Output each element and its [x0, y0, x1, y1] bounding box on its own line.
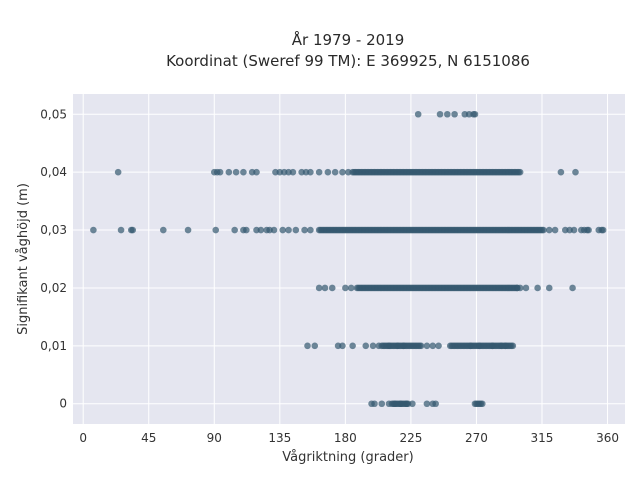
data-point	[572, 168, 579, 176]
y-tick-label: 0	[59, 397, 67, 411]
data-point	[270, 226, 278, 234]
data-point	[436, 110, 444, 118]
data-point	[471, 110, 479, 118]
data-point	[253, 168, 260, 176]
data-point	[328, 284, 336, 292]
y-axis-ticks: 0 0,01 0,02 0,03 0,04 0,05	[40, 107, 67, 410]
data-point	[321, 284, 329, 292]
y-tick-label: 0,03	[40, 223, 67, 237]
data-point	[414, 110, 422, 118]
data-point	[331, 168, 339, 176]
y-tick-label: 0,02	[40, 281, 67, 295]
data-point	[160, 226, 167, 234]
x-tick-label: 45	[141, 431, 156, 445]
plot-area	[73, 94, 625, 424]
data-point	[417, 342, 425, 350]
data-point	[545, 226, 553, 234]
data-points	[90, 110, 607, 408]
data-point	[289, 168, 297, 176]
data-point	[534, 284, 541, 292]
x-tick-label: 0	[79, 431, 87, 445]
data-point	[432, 400, 439, 408]
chart-title-line-1: År 1979 - 2019	[292, 30, 405, 49]
data-point	[362, 342, 370, 350]
data-point	[243, 226, 250, 234]
data-point	[225, 168, 233, 176]
data-point	[240, 168, 247, 176]
data-point	[315, 284, 323, 292]
data-point	[304, 342, 311, 350]
x-tick-label: 225	[399, 431, 422, 445]
y-tick-label: 0,01	[40, 339, 67, 353]
data-point	[516, 168, 524, 176]
x-axis-label: Vågriktning (grader)	[282, 450, 413, 465]
data-point	[404, 400, 412, 408]
data-point	[324, 168, 332, 176]
data-point	[307, 226, 314, 234]
data-point	[435, 342, 442, 350]
data-point	[569, 284, 576, 292]
data-point	[279, 226, 287, 234]
data-point	[522, 284, 530, 292]
y-axis-label: Signifikant våghöjd (m)	[16, 183, 31, 335]
x-tick-label: 135	[268, 431, 291, 445]
data-point	[513, 284, 521, 292]
data-point	[315, 168, 323, 176]
data-point	[342, 284, 349, 292]
data-point	[369, 342, 377, 350]
data-point	[307, 168, 314, 176]
data-point	[301, 226, 308, 234]
data-point	[212, 226, 220, 234]
data-point	[232, 168, 240, 176]
data-point	[557, 168, 565, 176]
chart-title-line-2: Koordinat (Sweref 99 TM): E 369925, N 61…	[166, 52, 530, 70]
data-point	[311, 342, 319, 350]
data-point	[117, 226, 125, 234]
data-point	[423, 400, 431, 408]
data-point	[339, 342, 346, 350]
data-point	[551, 226, 559, 234]
data-point	[339, 168, 346, 176]
data-point	[257, 226, 265, 234]
data-point	[347, 284, 355, 292]
data-point	[285, 226, 292, 234]
y-tick-label: 0,05	[40, 107, 67, 121]
data-point	[90, 226, 97, 234]
data-point	[378, 400, 386, 408]
data-point	[451, 110, 458, 118]
y-tick-label: 0,04	[40, 165, 67, 179]
data-point	[129, 226, 137, 234]
x-tick-label: 270	[465, 431, 488, 445]
data-point	[570, 226, 578, 234]
data-point	[371, 400, 378, 408]
x-tick-label: 90	[207, 431, 222, 445]
data-point	[444, 110, 451, 118]
x-tick-label: 180	[334, 431, 357, 445]
data-point	[423, 342, 431, 350]
data-point	[429, 342, 437, 350]
x-axis-ticks: 0 45 90 135 180 225 270 315 360	[79, 431, 619, 445]
data-point	[478, 400, 486, 408]
x-tick-label: 315	[531, 431, 554, 445]
data-point	[231, 226, 238, 234]
data-point	[292, 226, 300, 234]
data-point	[545, 284, 553, 292]
x-tick-label: 360	[596, 431, 619, 445]
data-point	[599, 226, 607, 234]
data-point	[509, 342, 517, 350]
data-point	[184, 226, 192, 234]
data-point	[540, 226, 547, 234]
data-point	[114, 168, 122, 176]
data-point	[349, 342, 356, 350]
data-point	[216, 168, 224, 176]
data-point	[585, 226, 592, 234]
